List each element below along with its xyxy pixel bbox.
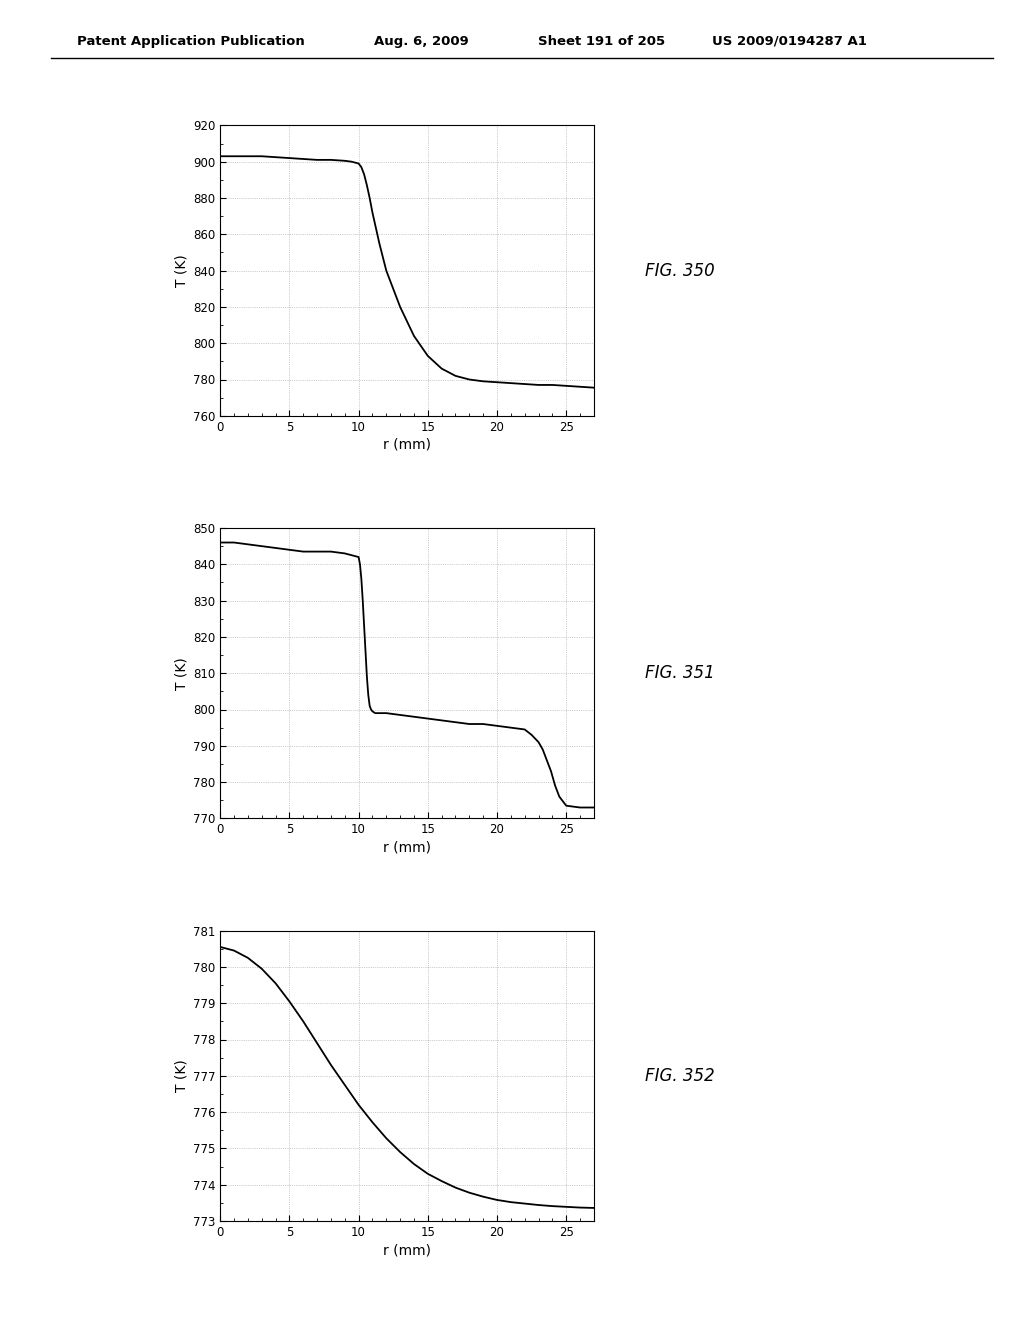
Text: FIG. 350: FIG. 350 (645, 261, 715, 280)
X-axis label: r (mm): r (mm) (383, 841, 431, 854)
Y-axis label: T (K): T (K) (175, 255, 188, 286)
Y-axis label: T (K): T (K) (175, 1060, 188, 1092)
Text: Aug. 6, 2009: Aug. 6, 2009 (374, 34, 469, 48)
Text: FIG. 352: FIG. 352 (645, 1067, 715, 1085)
Text: US 2009/0194287 A1: US 2009/0194287 A1 (712, 34, 866, 48)
Y-axis label: T (K): T (K) (175, 657, 188, 689)
Text: FIG. 351: FIG. 351 (645, 664, 715, 682)
Text: Sheet 191 of 205: Sheet 191 of 205 (538, 34, 665, 48)
X-axis label: r (mm): r (mm) (383, 1243, 431, 1257)
Text: Patent Application Publication: Patent Application Publication (77, 34, 304, 48)
X-axis label: r (mm): r (mm) (383, 438, 431, 451)
